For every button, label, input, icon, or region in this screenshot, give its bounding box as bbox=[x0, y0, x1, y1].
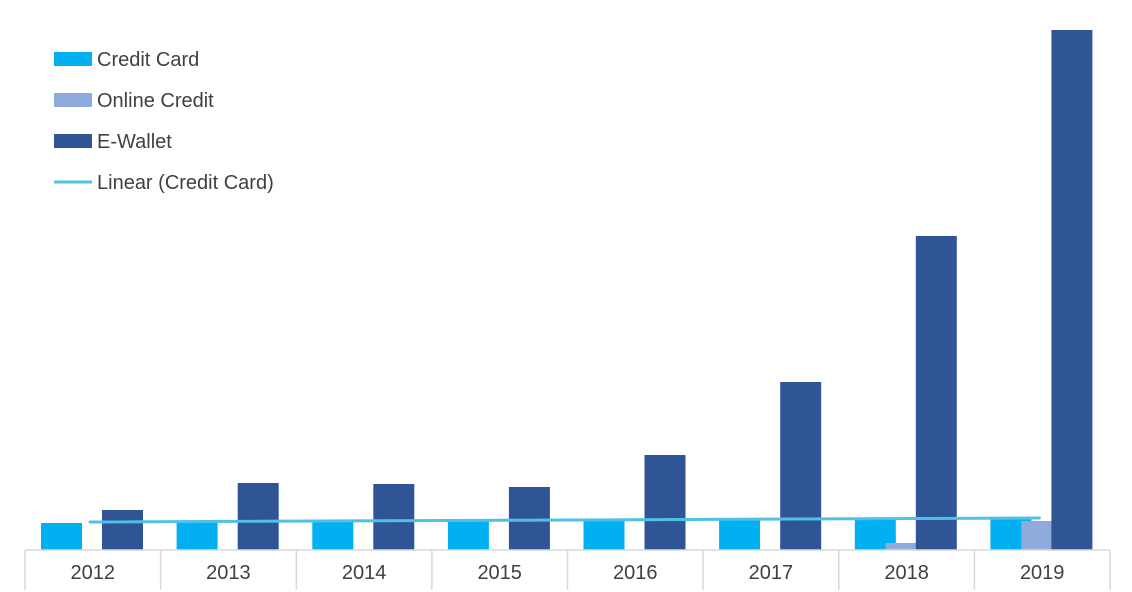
bar-credit-card-2015 bbox=[447, 521, 489, 550]
bar-credit-card-2014 bbox=[312, 520, 354, 550]
legend-label-online-credit: Online Credit bbox=[97, 90, 214, 112]
bar-e-wallet-2018 bbox=[915, 236, 957, 550]
x-tick-label-2019: 2019 bbox=[1020, 562, 1065, 584]
x-tick-label-2014: 2014 bbox=[342, 562, 387, 584]
x-tick-label-2012: 2012 bbox=[71, 562, 116, 584]
legend-swatch-online-credit bbox=[54, 93, 92, 107]
trendline-linear-credit-card bbox=[88, 516, 1041, 524]
bar-e-wallet-2012 bbox=[102, 510, 143, 550]
trendline-layer bbox=[88, 516, 1041, 524]
bar-e-wallet-2019 bbox=[1051, 30, 1093, 550]
legend-label-credit-card: Credit Card bbox=[97, 49, 199, 71]
bar-credit-card-2013 bbox=[176, 521, 218, 550]
bar-e-wallet-2014 bbox=[373, 484, 415, 550]
legend: Credit Card Online Credit E-Wallet Linear (… bbox=[54, 49, 274, 194]
bar-e-wallet-2013 bbox=[237, 483, 279, 550]
bar-credit-card-2017 bbox=[719, 519, 761, 550]
legend-label-linear-credit-card: Linear (Credit Card) bbox=[97, 172, 274, 194]
x-tick-label-2015: 2015 bbox=[477, 562, 522, 584]
x-tick-label-2013: 2013 bbox=[206, 562, 251, 584]
bar-credit-card-2016 bbox=[583, 519, 625, 550]
x-tick-label-2017: 2017 bbox=[749, 562, 794, 584]
bar-e-wallet-2016 bbox=[644, 455, 686, 550]
bar-e-wallet-2015 bbox=[508, 487, 550, 550]
legend-swatch-credit-card bbox=[54, 52, 92, 66]
x-tick-label-2018: 2018 bbox=[884, 562, 929, 584]
bars-layer bbox=[41, 30, 1093, 550]
bar-credit-card-2012 bbox=[41, 523, 82, 550]
x-tick-label-2016: 2016 bbox=[613, 562, 658, 584]
legend-label-e-wallet: E-Wallet bbox=[97, 131, 172, 153]
bar-e-wallet-2017 bbox=[780, 382, 822, 550]
x-axis: 2012 2013 2014 2015 2016 2017 2018 2019 bbox=[24, 549, 1111, 590]
bar-online-credit-2018 bbox=[885, 543, 927, 550]
legend-swatch-e-wallet bbox=[54, 134, 92, 148]
